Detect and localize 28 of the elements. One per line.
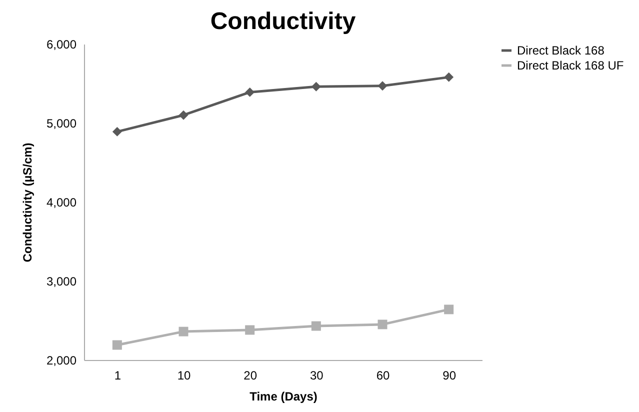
point [378,81,388,91]
point [178,326,188,336]
point [178,110,188,120]
x-tick-label: 1 [114,368,122,382]
x-tick-label: 30 [310,368,324,382]
y-tick-label: 6,000 [46,38,77,52]
y-tick-label: 4,000 [46,196,77,210]
point [311,321,321,331]
chart-title: Conductivity [210,8,356,35]
x-tick-label: 20 [244,368,258,382]
legend-label: Direct Black 168 [517,44,605,58]
y-tick-label: 5,000 [46,116,77,130]
point [444,72,454,82]
y-tick-label: 3,000 [46,274,77,288]
y-axis-title: Conductivity (µS/cm) [20,142,34,262]
point [112,340,122,350]
point [311,82,321,92]
point [245,87,255,97]
x-tick-label: 60 [376,368,390,382]
point [245,325,255,335]
legend-label: Direct Black 168 UF [517,58,624,72]
point [444,304,454,314]
point [378,320,388,330]
x-axis-title: Time (Days) [250,390,318,404]
y-tick-label: 2,000 [46,354,77,368]
point [112,126,122,136]
x-tick-label: 90 [442,368,456,382]
x-tick-label: 10 [177,368,191,382]
